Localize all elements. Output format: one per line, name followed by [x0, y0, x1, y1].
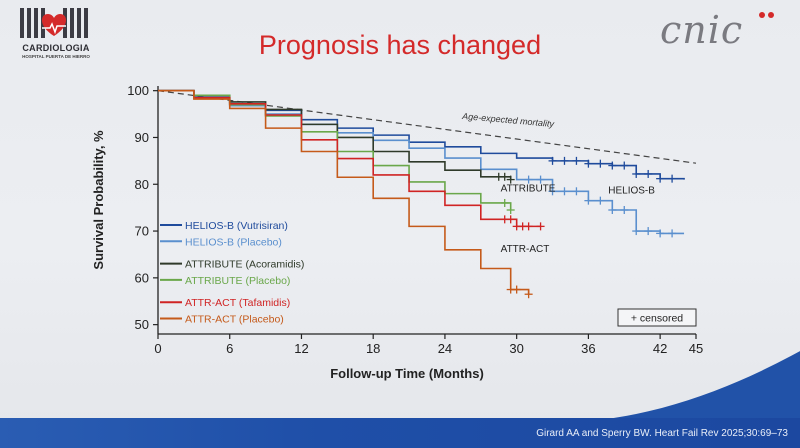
y-axis-label: Survival Probability, %: [91, 130, 106, 270]
censored-label: + censored: [631, 313, 683, 325]
age-expected-mortality-line: [157, 90, 697, 164]
logo-subtitle: HOSPITAL PUERTA DE HIERRO: [22, 54, 90, 59]
x-tick-label: 6: [226, 341, 233, 356]
x-axis-label: Follow-up Time (Months): [330, 366, 484, 381]
x-tick-label: 42: [653, 341, 667, 356]
legend-label-1: HELIOS-B (Placebo): [185, 236, 282, 248]
legend: HELIOS-B (Vutrisiran) HELIOS-B (Placebo) A…: [160, 220, 304, 326]
age-expected-mortality-label: Age-expected mortality: [461, 111, 555, 129]
y-tick-label: 70: [135, 224, 149, 239]
cnic-logo: cnic: [660, 8, 795, 58]
x-tick-label: 0: [154, 341, 161, 356]
legend-label-3: ATTRIBUTE (Placebo): [185, 275, 290, 287]
x-tick-label: 45: [689, 341, 703, 356]
series-line-3: [158, 89, 512, 210]
y-tick-label: 50: [135, 317, 149, 332]
x-tick-label: 18: [366, 341, 380, 356]
labels-layer: ATTRIBUTE HELIOS-B ATTR-ACT: [501, 183, 656, 255]
annotation-label-2: ATTR-ACT: [501, 244, 550, 255]
legend-label-0: HELIOS-B (Vutrisiran): [185, 220, 288, 232]
series-line-2: [158, 89, 512, 180]
logo-name: CARDIOLOGIA: [22, 43, 90, 53]
censored-box: [617, 308, 697, 327]
cnic-logo-text: cnic: [660, 8, 744, 52]
slide-title: Prognosis has changed: [258, 30, 542, 60]
x-tick-label: 30: [509, 341, 523, 356]
legend-label-4: ATTR-ACT (Tafamidis): [185, 297, 290, 309]
footer-bar: [0, 418, 800, 448]
series-layer: [158, 89, 685, 299]
series-line-5: [158, 89, 530, 295]
legend-label-5: ATTR-ACT (Placebo): [185, 314, 284, 326]
citation: Girard AA and Sperry BW. Heart Fail Rev …: [536, 428, 788, 439]
annotation-label-1: HELIOS-B: [608, 186, 655, 197]
legend-label-2: ATTRIBUTE (Acoramidis): [185, 259, 304, 271]
y-tick-label: 60: [135, 270, 149, 285]
cnic-dots-icon: [759, 12, 789, 22]
y-tick-label: 90: [135, 130, 149, 145]
heart-logo-icon: [20, 8, 88, 38]
x-tick-label: 12: [294, 341, 308, 356]
cardiologia-logo: CARDIOLOGIA HOSPITAL PUERTA DE HIERRO: [10, 6, 102, 66]
footer-swoosh: [600, 351, 800, 430]
annotation-label-0: ATTRIBUTE: [501, 183, 556, 194]
y-tick-label: 80: [135, 177, 149, 192]
chart-axes: 50 60 70 80 90 100 0 6 12 18 24 30 36 42 45 Follow-up T…: [91, 83, 703, 381]
x-tick-label: 24: [438, 341, 452, 356]
censored-legend: + censored: [617, 308, 697, 327]
y-tick-label: 100: [127, 83, 149, 98]
x-tick-label: 36: [581, 341, 595, 356]
series-line-4: [158, 89, 541, 228]
